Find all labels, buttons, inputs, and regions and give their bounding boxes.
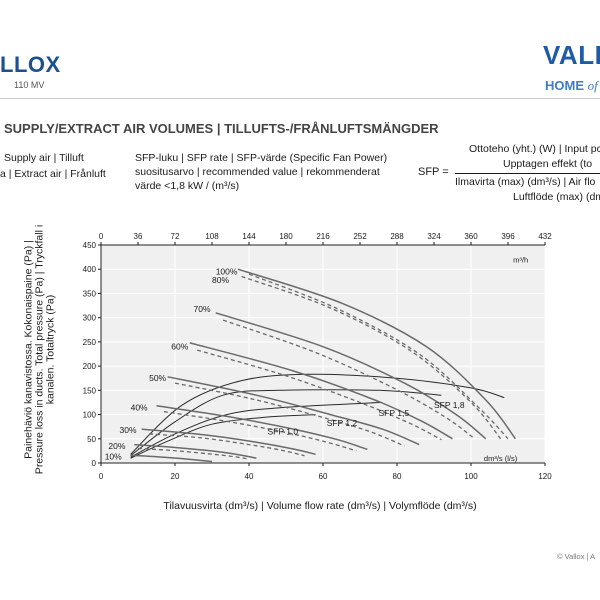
curve-label-80: 80% [212, 275, 229, 285]
x-top-tick-label: 72 [171, 232, 180, 241]
extract-curve-80 [241, 275, 502, 440]
y-tick-label: 100 [83, 411, 97, 420]
section-title: SUPPLY/EXTRACT AIR VOLUMES | TILLUFTS-/F… [4, 121, 439, 136]
curves [130, 268, 516, 463]
x-top-tick-label: 432 [538, 232, 552, 241]
numerator-line-1: Ottoteho (yht.) (W) | Input pc [469, 143, 600, 155]
extract-curve-50 [174, 382, 405, 447]
x-tick-label: 120 [538, 472, 552, 481]
legend-sfp-line-1: SFP-luku | SFP rate | SFP-värde (Specifi… [135, 152, 388, 164]
y-tick-label: 350 [83, 289, 97, 298]
legend-extract-label: a | Extract air | Frånluft [0, 168, 106, 180]
tagline-home: HOME [545, 78, 584, 93]
tagline-of: of [587, 78, 598, 93]
denominator-line-2: Luftflöde (max) (dm [513, 191, 600, 203]
y-tick-label: 50 [87, 435, 96, 444]
y-axis-title: Painehäviö kanavistossa. Kokonaispaine (… [22, 224, 57, 475]
header-divider [0, 98, 600, 99]
sfp-curve-sfp-1-5 [130, 389, 442, 457]
curve-label-20: 20% [108, 441, 125, 451]
brand-tagline: HOME of [545, 78, 598, 94]
curve-label-60: 60% [171, 342, 188, 352]
x-top-tick-label: 0 [99, 232, 104, 241]
sfp-curve-sfp-1-8 [130, 373, 505, 455]
supply-curve-70 [215, 312, 487, 440]
legend-sfp-line-2: suositusarvo | recommended value | rekom… [135, 166, 380, 178]
supply-curve-50 [167, 376, 420, 446]
y-tick-label: 400 [83, 265, 97, 274]
supply-curve-30 [141, 428, 316, 456]
extract-curve-40 [163, 410, 357, 452]
extract-curve-100 [248, 273, 509, 440]
x-tick-label: 80 [393, 472, 402, 481]
legend-supply-label: Supply air | Tilluft [4, 152, 84, 164]
sfp-fraction-line [455, 173, 600, 174]
brand-logo-right: VALL [543, 40, 600, 70]
supply-curve-60 [189, 342, 453, 440]
x-top-tick-label: 288 [390, 232, 404, 241]
brand-logo-left: LLOX [0, 52, 61, 77]
y-tick-label: 200 [83, 362, 97, 371]
curve-label-sfp-1-0: SFP 1,0 [268, 427, 299, 437]
sfp-curve-sfp-1-2 [130, 401, 383, 458]
curve-label-10: 10% [105, 452, 122, 462]
x-top-unit-label: m³/h [513, 256, 528, 265]
numerator-line-2: Upptagen effekt (to [503, 158, 593, 170]
supply-curve-100 [237, 268, 516, 440]
x-top-tick-label: 324 [427, 232, 441, 241]
curve-labels: 100%80% 70% 60% 50% 40% 30% 20%10% SFP 1,0 SFP 1… [105, 267, 465, 462]
x-top-tick-label: 396 [501, 232, 515, 241]
sfp-formula-denominator: Ilmavirta (max) (dm³/s) | Air flo Luftfl… [455, 176, 600, 203]
curve-label-100: 100% [216, 267, 238, 277]
y-tick-label: 450 [83, 241, 97, 250]
sfp-formula-numerator: Ottoteho (yht.) (W) | Input pc Upptagen … [455, 143, 600, 170]
x-top-tick-label: 360 [464, 232, 478, 241]
curve-label-40: 40% [131, 402, 148, 412]
curve-label-30: 30% [120, 425, 137, 435]
y-tick-label: 250 [83, 338, 97, 347]
curve-label-sfp-1-8: SFP 1,8 [434, 400, 465, 410]
curve-label-50: 50% [149, 373, 166, 383]
y-tick-label: 150 [83, 386, 97, 395]
supply-curve-20 [134, 443, 257, 459]
x-bottom-unit-label: dm³/s (l/s) [484, 454, 518, 463]
x-top-tick-label: 216 [316, 232, 330, 241]
y-tick-label: 0 [92, 459, 97, 468]
legend-sfp-line-3: värde <1,8 kW / (m³/s) [135, 180, 240, 192]
x-top-tick-label: 108 [205, 232, 219, 241]
curve-label-sfp-1-2: SFP 1,2 [327, 418, 358, 428]
supply-curve-10 [130, 454, 213, 463]
x-tick-label: 0 [99, 472, 104, 481]
x-axis-title: Tilavuusvirta (dm³/s) | Volume flow rate… [163, 500, 477, 512]
x-top-tick-label: 144 [242, 232, 256, 241]
curve-label-sfp-1-5: SFP 1,5 [379, 408, 410, 418]
x-tick-label: 40 [245, 472, 254, 481]
extract-curve-70 [222, 319, 476, 440]
x-tick-label: 60 [319, 472, 328, 481]
extract-curve-30 [149, 433, 305, 457]
model-name: 110 MV [14, 80, 45, 90]
denominator-line-1: Ilmavirta (max) (dm³/s) | Air flo [455, 176, 596, 188]
supply-curve-40 [156, 405, 368, 451]
extract-curve-20 [137, 447, 250, 460]
x-tick-label: 20 [171, 472, 180, 481]
y-tick-label: 300 [83, 314, 97, 323]
x-top-tick-label: 36 [134, 232, 143, 241]
curve-label-70: 70% [194, 304, 211, 314]
x-tick-label: 100 [464, 472, 478, 481]
copyright: © Vallox | A [557, 552, 596, 561]
x-top-tick-label: 252 [353, 232, 367, 241]
x-top-tick-label: 180 [279, 232, 293, 241]
sfp-formula-label: SFP = [418, 166, 449, 178]
